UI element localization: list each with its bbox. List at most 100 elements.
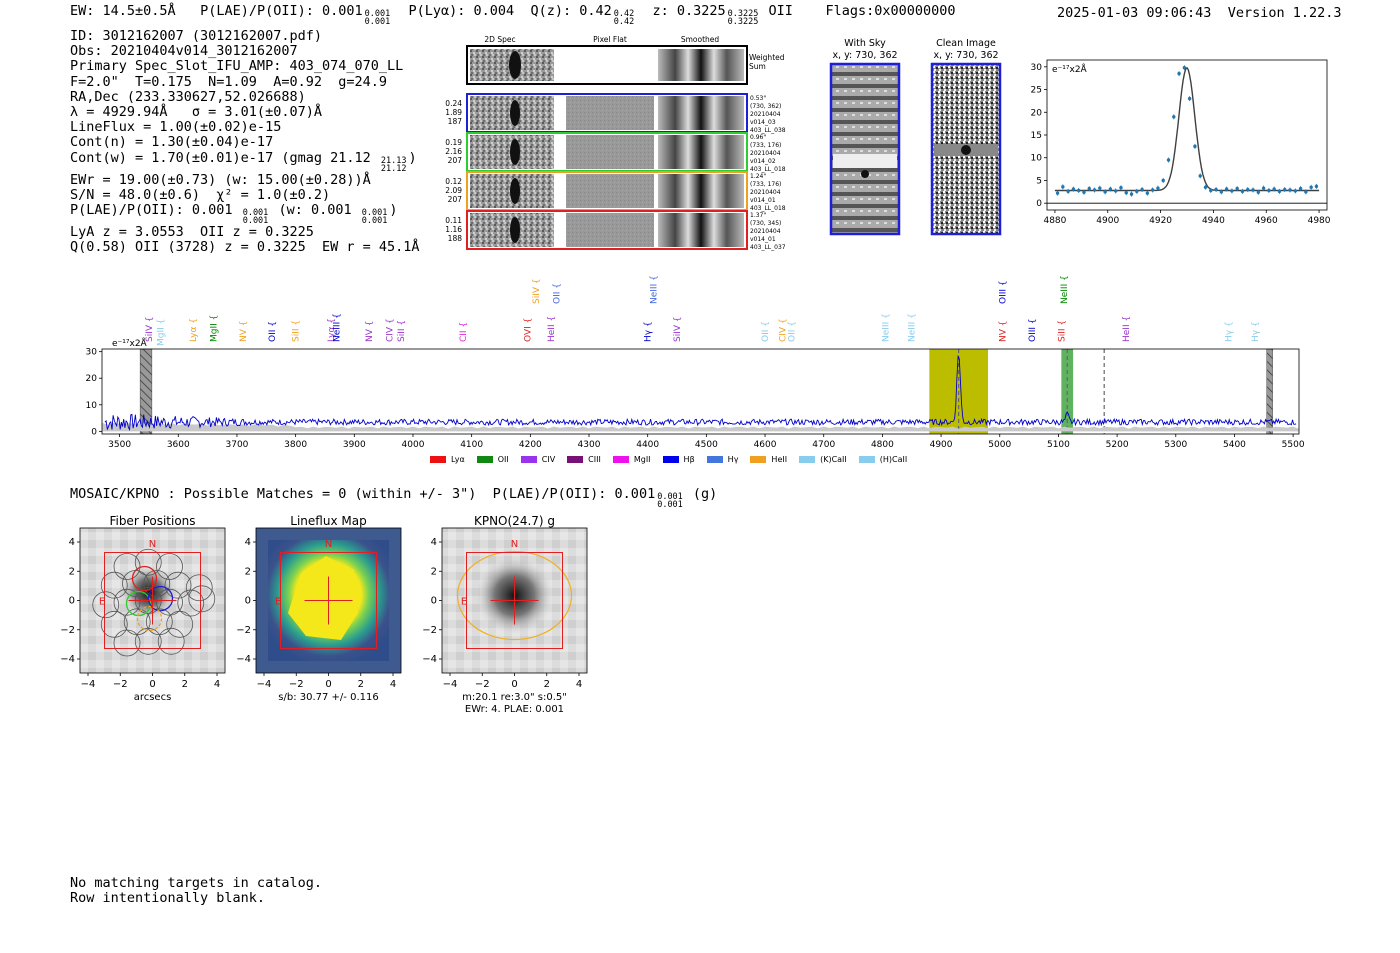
legend-label: CIII — [588, 455, 601, 464]
fit-data-point — [1209, 188, 1213, 193]
emission-line-label: SiIV { — [673, 316, 683, 342]
cutout-row-frame — [466, 210, 748, 250]
panel-ytick: 4 — [245, 537, 251, 548]
legend-entry: (H)CaII — [858, 455, 908, 464]
spec-ytick-label: 20 — [86, 374, 98, 384]
fiber-circle — [113, 588, 141, 616]
legend-label: Hβ — [683, 455, 695, 464]
fit-data-point — [1135, 189, 1139, 194]
panel-xtick: 0 — [149, 679, 155, 690]
clean-image-coords: x, y: 730, 362 — [933, 50, 998, 61]
legend-entry: CIV — [520, 455, 555, 464]
qz-label: Q(z): — [530, 3, 572, 19]
info-contn: Cont(n) = 1.30(±0.04)e-17 — [70, 134, 274, 151]
emission-line-label: CII { — [459, 322, 469, 342]
fit-data-point — [1235, 186, 1239, 191]
fit-data-point — [1087, 186, 1091, 191]
fiber-circle — [156, 588, 183, 616]
fit-xtick-label: 4940 — [1202, 216, 1225, 226]
cutout-grid: 2D Spec Pixel Flat Smoothed Weighted Sum 0… — [445, 35, 786, 251]
legend-entry: Hγ — [706, 455, 738, 464]
spectrum-line — [104, 354, 1297, 431]
plae-label: P(LAE)/P(OII): — [200, 3, 314, 19]
cutout-left-stat: 207 — [448, 156, 463, 165]
legend-swatch — [799, 456, 816, 463]
legend-swatch — [612, 456, 629, 463]
panel-ytick: 4 — [431, 537, 437, 548]
fit-data-point — [1246, 187, 1250, 192]
fiber-circle — [188, 585, 216, 613]
fit-gaussian-curve — [1054, 66, 1320, 192]
cutout-left-stat: 0.11 — [445, 216, 462, 225]
spec-xtick-label: 4300 — [578, 440, 601, 450]
emission-line-label: NeIII { — [1060, 275, 1070, 304]
fit-data-point — [1161, 178, 1165, 183]
panel-ytick: −4 — [422, 654, 437, 665]
cutout-left-stat: 188 — [448, 234, 463, 243]
fit-xtick-label: 4980 — [1308, 216, 1331, 226]
emission-line-label: NeIII { — [908, 313, 918, 342]
fit-data-point — [1177, 71, 1181, 76]
legend-entry: HeII — [750, 455, 787, 464]
panel-xtick: 4 — [214, 679, 220, 690]
emission-line-label: MgII { — [157, 319, 167, 346]
ew-value: EW: 14.5±0.5Å — [70, 3, 176, 19]
with-sky-title: With Sky — [844, 38, 886, 49]
fiber-circle — [92, 591, 120, 619]
legend-label: MgII — [633, 455, 651, 464]
spec-xtick-label: 4900 — [930, 440, 953, 450]
spectrum-frame — [101, 348, 1300, 435]
spec-xtick-label: 5200 — [1106, 440, 1129, 450]
emission-line-label: Hγ { — [644, 321, 654, 342]
spec-xtick-label: 4200 — [519, 440, 542, 450]
cutout-flat-image — [566, 96, 654, 130]
fit-ytick-label: 25 — [1031, 86, 1042, 96]
cutout-right-meta: 20210404 — [750, 111, 781, 118]
fit-data-point — [1267, 188, 1271, 193]
cutout-right-meta: 1.24" — [750, 173, 766, 180]
panel-xtick: 4 — [390, 679, 396, 690]
panel-xtick: 2 — [358, 679, 364, 690]
spec-xtick-label: 3700 — [226, 440, 249, 450]
emission-line-label: SiII { — [292, 320, 302, 342]
aperture-ellipse — [456, 550, 573, 641]
fit-data-point — [1187, 96, 1192, 101]
fit-data-point — [1277, 189, 1282, 194]
panel-2: Lineflux Map N E −4 4 −2 2 0 0 2 −2 4 −4 s/b: 30.77 +… — [236, 514, 402, 703]
cutout-flat-image — [566, 174, 654, 208]
plae-bounds: 0.001 0.001 — [364, 9, 391, 27]
cutout-flat-image — [566, 135, 654, 169]
panel-ytick: −2 — [60, 625, 75, 636]
fit-data-point — [1124, 191, 1128, 195]
legend-swatch — [476, 456, 493, 463]
z-line-name: OII — [768, 3, 793, 19]
fit-data-point — [1224, 187, 1229, 191]
info-radec: RA,Dec (233.330627,52.026688) — [70, 88, 306, 105]
legend-label: (H)CaII — [879, 455, 908, 464]
search-box — [104, 552, 201, 649]
cutout-smoothed-image — [658, 213, 744, 247]
cutout-right-meta: v014_01 — [750, 197, 776, 204]
spec-xtick-label: 3600 — [167, 440, 190, 450]
spec-xtick-label: 3900 — [343, 440, 366, 450]
cutout-right-meta: 20210404 — [750, 189, 781, 196]
sky-continuum-band — [102, 422, 1299, 432]
fiber-circle — [166, 610, 194, 638]
east-label: E — [275, 597, 281, 608]
emission-line-label: SiII { — [1057, 320, 1067, 342]
legend-entry: Hβ — [662, 455, 695, 464]
fit-data-point — [1092, 188, 1097, 192]
with-sky-image — [829, 62, 901, 236]
cutout-left-stat: 0.24 — [445, 99, 462, 108]
fit-data-point — [1314, 184, 1319, 189]
emission-line-label: OVI { — [523, 318, 533, 342]
panel-ytick: 4 — [69, 537, 75, 548]
info-id: ID: 3012162007 (3012162007.pdf) — [70, 28, 322, 44]
emission-line-label: OIII { — [999, 280, 1009, 304]
footer-line-1: No matching targets in catalog. — [70, 875, 322, 891]
north-label: N — [511, 539, 518, 550]
emission-line-label: HeII { — [547, 316, 557, 342]
legend-entry: OII — [476, 455, 509, 464]
